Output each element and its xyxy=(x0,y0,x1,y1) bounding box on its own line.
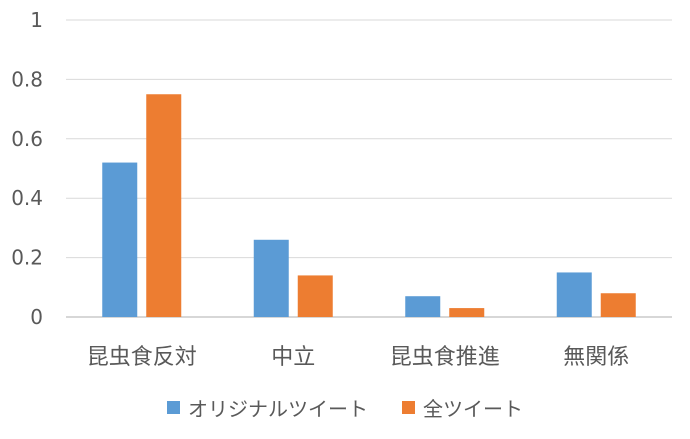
x-tick-label: 昆虫食推進 xyxy=(390,345,500,370)
legend-item-series-0: オリジナルツイート xyxy=(167,393,368,422)
y-tick-label: 1 xyxy=(30,8,43,32)
legend-item-series-1: 全ツイート xyxy=(402,393,523,422)
bars xyxy=(102,94,636,317)
legend-swatch-series-1 xyxy=(402,400,415,414)
bar-series-1-category-2 xyxy=(449,308,485,317)
legend-label-series-1: 全ツイート xyxy=(423,396,523,421)
bar-series-1-category-3 xyxy=(600,293,636,317)
y-tick-label: 0.2 xyxy=(11,246,43,270)
bar-series-1-category-0 xyxy=(146,94,182,317)
legend: オリジナルツイート 全ツイート xyxy=(0,392,690,422)
x-axis-ticks: 昆虫食反対 中立 昆虫食推進 無関係 xyxy=(87,345,630,370)
y-tick-label: 0.6 xyxy=(11,127,43,151)
bar-series-0-category-0 xyxy=(102,162,138,317)
bar-series-1-category-1 xyxy=(297,275,333,317)
y-axis-ticks: 0 0.2 0.4 0.6 0.8 1 xyxy=(11,8,43,329)
bar-series-0-category-1 xyxy=(253,239,289,317)
x-tick-label: 中立 xyxy=(271,345,315,370)
y-tick-label: 0.4 xyxy=(11,186,43,210)
bar-series-0-category-3 xyxy=(556,272,592,317)
x-tick-label: 昆虫食反対 xyxy=(87,345,197,370)
legend-label-series-0: オリジナルツイート xyxy=(188,396,368,421)
x-tick-label: 無関係 xyxy=(563,345,629,370)
legend-swatch-series-0 xyxy=(167,400,180,414)
y-tick-label: 0.8 xyxy=(11,67,43,91)
bar-series-0-category-2 xyxy=(405,296,441,317)
y-tick-label: 0 xyxy=(30,305,43,329)
